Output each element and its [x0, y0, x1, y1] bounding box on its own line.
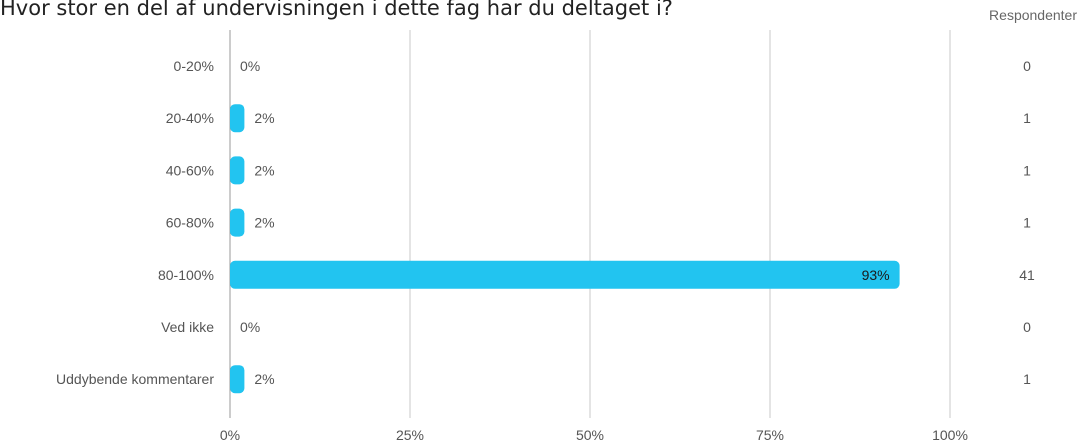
respondent-count: 41	[1019, 267, 1035, 283]
category-label: 80-100%	[158, 267, 214, 283]
category-label: Ved ikke	[161, 319, 214, 335]
bar-value-label: 2%	[254, 162, 274, 178]
bar-value-label: 2%	[254, 371, 274, 387]
respondent-count: 1	[1023, 215, 1031, 231]
bar	[230, 156, 244, 184]
x-tick-label: 75%	[756, 427, 784, 443]
bar-value-label: 2%	[254, 110, 274, 126]
bar	[230, 104, 244, 132]
category-label: 20-40%	[166, 110, 214, 126]
respondent-count: 0	[1023, 58, 1031, 74]
respondent-count: 1	[1023, 162, 1031, 178]
bar-value-label: 2%	[254, 215, 274, 231]
category-label: 0-20%	[174, 58, 214, 74]
x-tick-label: 0%	[220, 427, 240, 443]
respondent-count: 1	[1023, 371, 1031, 387]
category-label: 40-60%	[166, 162, 214, 178]
bar-value-label: 0%	[240, 319, 260, 335]
respondent-count: 0	[1023, 319, 1031, 335]
category-label: 60-80%	[166, 215, 214, 231]
category-label: Uddybende kommentarer	[56, 371, 214, 387]
bar	[230, 209, 244, 237]
bar-value-label: 0%	[240, 58, 260, 74]
x-tick-label: 25%	[396, 427, 424, 443]
x-tick-label: 100%	[932, 427, 968, 443]
bar	[230, 261, 900, 289]
bar-value-label: 93%	[862, 267, 890, 283]
x-tick-label: 50%	[576, 427, 604, 443]
respondent-count: 1	[1023, 110, 1031, 126]
bar	[230, 365, 244, 393]
